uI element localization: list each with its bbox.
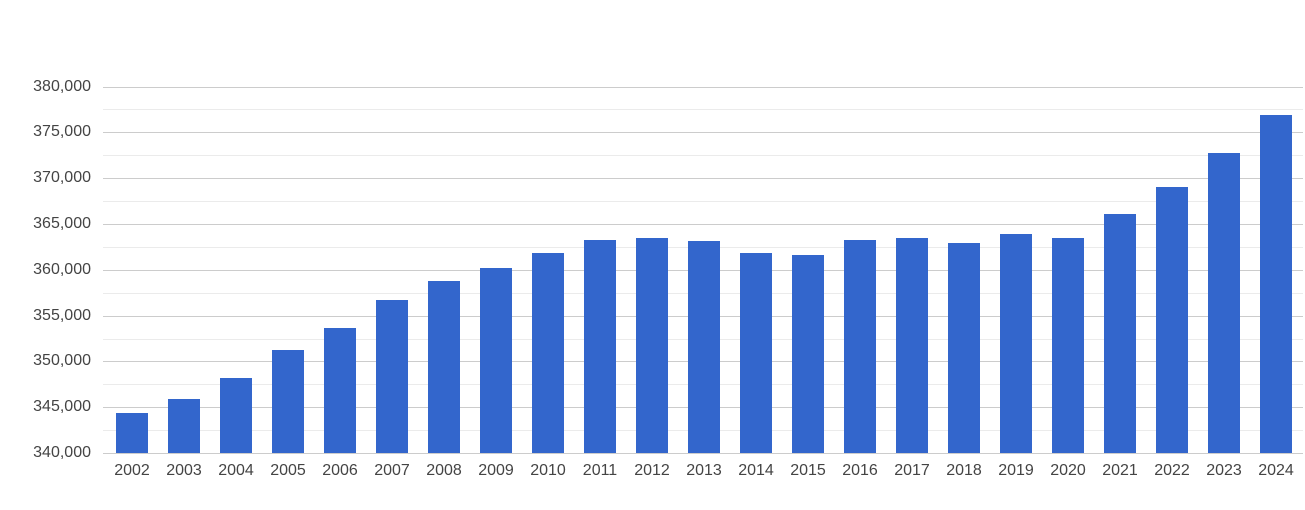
bar-2020[interactable] (1052, 237, 1084, 453)
x-axis-label: 2022 (1154, 462, 1190, 479)
bar-2015[interactable] (792, 255, 824, 453)
x-axis-label: 2011 (582, 462, 618, 479)
bar-2014[interactable] (740, 253, 772, 453)
bar-2016[interactable] (844, 240, 876, 453)
x-axis-label: 2014 (738, 462, 774, 479)
bar-2018[interactable] (948, 243, 980, 453)
x-axis-label: 2005 (270, 462, 306, 479)
bar-2024[interactable] (1260, 114, 1292, 453)
x-axis-label: 2013 (686, 462, 722, 479)
minor-gridline (103, 109, 1303, 111)
y-axis-tick-label: 375,000 (33, 123, 91, 141)
major-gridline (103, 178, 1303, 180)
x-axis-label: 2018 (946, 462, 982, 479)
bar-2011[interactable] (584, 239, 616, 453)
bar-2003[interactable] (168, 398, 200, 453)
minor-gridline (103, 155, 1303, 157)
x-axis-label: 2016 (842, 462, 878, 479)
x-axis-label: 2009 (478, 462, 514, 479)
minor-gridline (103, 201, 1303, 202)
x-axis-label: 2006 (322, 462, 358, 479)
bar-2017[interactable] (896, 237, 928, 453)
bar-2010[interactable] (532, 253, 564, 453)
bar-2013[interactable] (688, 241, 720, 453)
bar-2022[interactable] (1156, 187, 1188, 453)
x-axis-label: 2008 (426, 462, 462, 479)
y-axis-tick-label: 365,000 (33, 214, 91, 232)
x-axis-label: 2015 (790, 462, 826, 479)
x-axis-label: 2019 (998, 462, 1034, 479)
bar-2023[interactable] (1208, 153, 1240, 453)
x-axis-label: 2020 (1050, 462, 1086, 479)
x-axis-label: 2017 (894, 462, 930, 479)
major-gridline (103, 86, 1303, 88)
y-axis-tick-label: 380,000 (33, 77, 91, 95)
bar-2005[interactable] (272, 350, 304, 453)
y-axis-tick-label: 350,000 (33, 352, 91, 370)
x-axis-label: 2003 (166, 462, 202, 479)
major-gridline (103, 223, 1303, 225)
y-axis-tick-label: 360,000 (33, 260, 91, 278)
bar-2006[interactable] (324, 327, 356, 453)
bar-2004[interactable] (220, 377, 252, 453)
bar-2019[interactable] (1000, 234, 1032, 453)
bar-2008[interactable] (428, 280, 460, 453)
bar-2021[interactable] (1104, 213, 1136, 453)
y-axis-tick-label: 345,000 (33, 398, 91, 416)
x-axis-label: 2010 (530, 462, 566, 479)
bar-2007[interactable] (376, 300, 408, 453)
x-axis-label: 2024 (1258, 462, 1294, 479)
x-axis-label: 2007 (374, 462, 410, 479)
y-axis-tick-label: 370,000 (33, 169, 91, 187)
bar-2012[interactable] (636, 237, 668, 453)
x-axis-label: 2021 (1102, 462, 1138, 479)
x-axis-label: 2012 (634, 462, 670, 479)
x-axis-label: 2004 (218, 462, 254, 479)
x-axis-label: 2023 (1206, 462, 1242, 479)
bar-2002[interactable] (116, 412, 148, 453)
major-gridline (103, 453, 1303, 454)
major-gridline (103, 132, 1303, 134)
bar-2009[interactable] (480, 267, 512, 453)
y-axis-tick-label: 355,000 (33, 306, 91, 324)
y-axis-tick-label: 340,000 (33, 444, 91, 461)
x-axis-label: 2002 (114, 462, 150, 479)
